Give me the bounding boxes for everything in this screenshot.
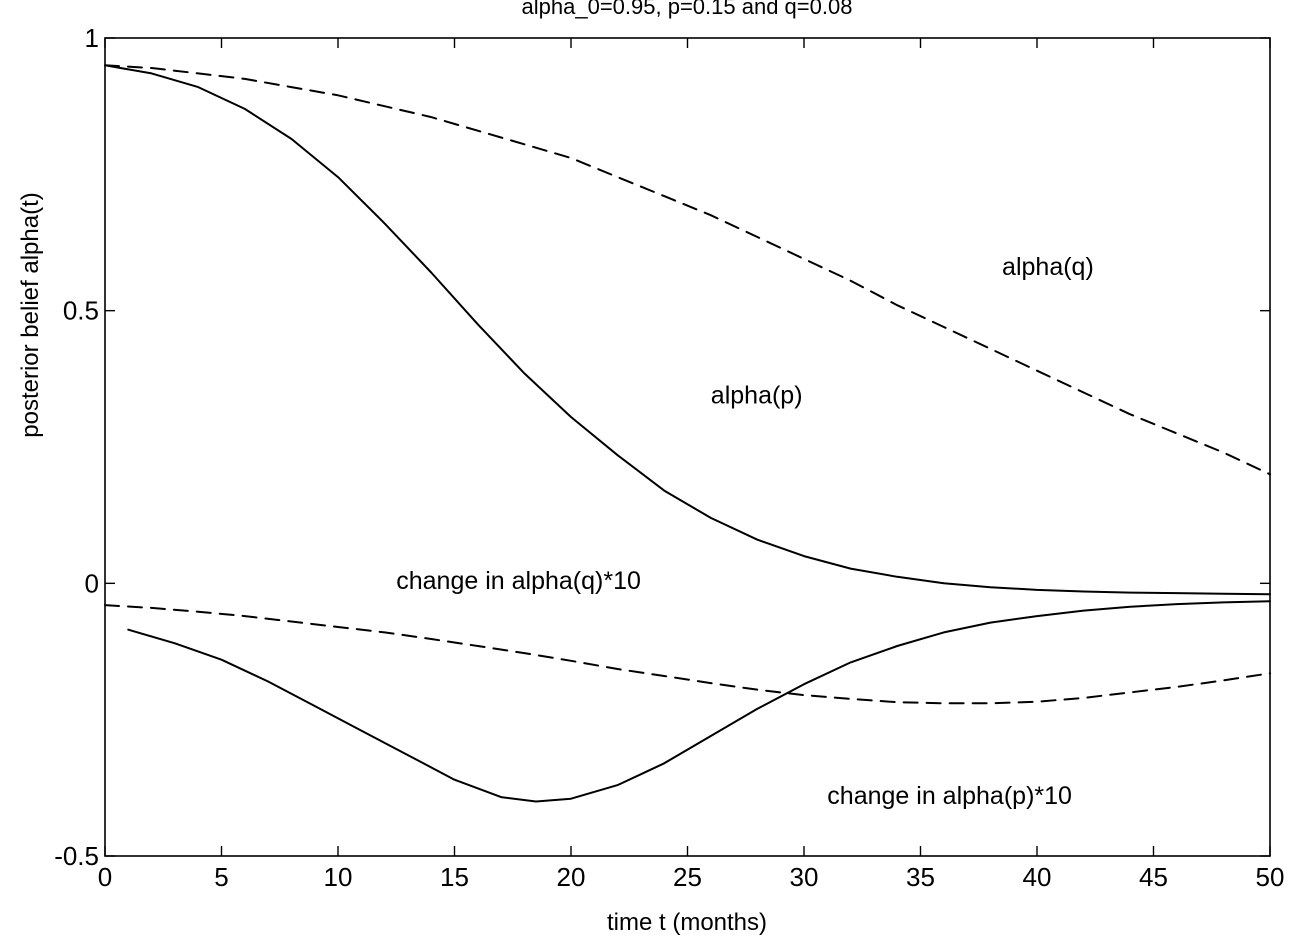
- x-tick-label: 40: [1023, 862, 1052, 892]
- x-tick-label: 15: [440, 862, 469, 892]
- axis-ticks: 0 5 10 15 20 25 30 35 40 45 50-0.500.51: [54, 23, 1284, 892]
- plot-area-frame: [104, 37, 1271, 857]
- x-tick-label: 5: [214, 862, 228, 892]
- y-tick-label: 1: [85, 23, 99, 53]
- y-tick-label: 0.5: [63, 296, 99, 326]
- x-tick-label: 20: [557, 862, 586, 892]
- x-tick-label: 10: [324, 862, 353, 892]
- x-tick-label: 25: [673, 862, 702, 892]
- y-tick-label: -0.5: [54, 841, 99, 871]
- y-axis-label: posterior belief alpha(t): [17, 192, 44, 437]
- series-annotation-label: change in alpha(p)*10: [827, 782, 1072, 810]
- y-tick-label: 0: [85, 568, 99, 598]
- series-line-2: [104, 64, 1271, 476]
- x-tick-label: 50: [1256, 862, 1285, 892]
- series-annotation-label: change in alpha(q)*10: [396, 567, 641, 595]
- x-axis-label: time t (months): [607, 909, 767, 936]
- x-tick-label: 0: [98, 862, 112, 892]
- series-line-3: [127, 600, 1271, 803]
- series-annotation-label: alpha(p): [711, 381, 803, 409]
- chart-title: alpha_0=0.95, p=0.15 and q=0.08: [522, 0, 853, 19]
- x-tick-label: 30: [790, 862, 819, 892]
- series-group: [104, 64, 1271, 803]
- x-tick-label: 45: [1139, 862, 1168, 892]
- series-annotation-label: alpha(q): [1002, 253, 1094, 281]
- annotations-group: alpha(q) alpha(p) change in alpha(q)*10 cha…: [396, 253, 1094, 810]
- series-line-1: [104, 64, 1271, 596]
- series-line-4: [104, 604, 1271, 705]
- x-tick-label: 35: [906, 862, 935, 892]
